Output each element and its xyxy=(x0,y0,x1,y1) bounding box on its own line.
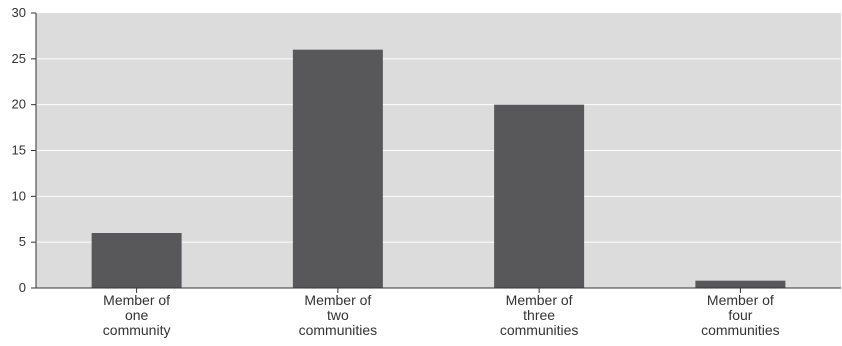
x-tick-label: one xyxy=(125,307,149,323)
y-tick-label: 25 xyxy=(12,51,26,66)
bar xyxy=(494,104,585,289)
x-tick-label: communities xyxy=(299,322,378,338)
x-tick-label: three xyxy=(523,307,555,323)
bar xyxy=(695,280,786,288)
x-tick-label: community xyxy=(103,322,171,338)
bars xyxy=(91,49,786,289)
x-tick-label: two xyxy=(327,307,349,323)
y-tick-label: 30 xyxy=(12,5,26,20)
y-tick-label: 10 xyxy=(12,188,26,203)
bar xyxy=(292,49,383,288)
x-tick-label: communities xyxy=(701,322,780,338)
x-tick-label: Member of xyxy=(707,292,774,308)
x-tick-label: four xyxy=(728,307,752,323)
y-tick-label: 20 xyxy=(12,97,26,112)
y-axis-ticks: 0 5 10 15 20 25 30 xyxy=(12,5,36,295)
bar xyxy=(91,233,182,288)
x-tick-label: Member of xyxy=(304,292,371,308)
y-tick-label: 0 xyxy=(19,280,26,295)
x-tick-label: Member of xyxy=(103,292,170,308)
x-tick-label: communities xyxy=(500,322,579,338)
x-tick-label: Member of xyxy=(506,292,573,308)
y-tick-label: 15 xyxy=(12,143,26,158)
y-tick-label: 5 xyxy=(19,234,26,249)
